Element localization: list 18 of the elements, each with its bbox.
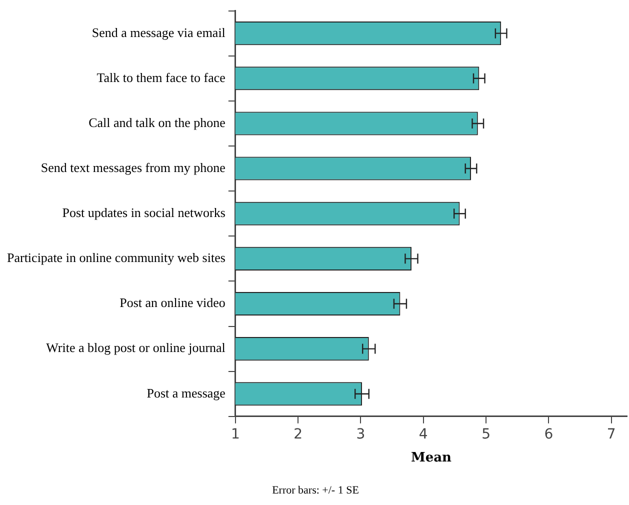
y-tick-label: Talk to them face to face bbox=[96, 70, 226, 85]
y-tick-label: Write a blog post or online journal bbox=[46, 340, 226, 356]
y-tick-label: Participate in online community web sites bbox=[6, 250, 226, 266]
y-tick-label: Call and talk on the phone bbox=[88, 114, 226, 130]
y-tick-label: Post a message bbox=[146, 385, 226, 400]
x-axis-title: Mean bbox=[410, 450, 452, 466]
x-tick-label: 6 bbox=[544, 426, 554, 442]
text: Error bars: +/- 1 SE bbox=[272, 484, 360, 496]
x-tick-label: 3 bbox=[356, 426, 366, 442]
y-tick-label: Post an online video bbox=[120, 295, 226, 310]
x-tick-label: 2 bbox=[294, 426, 303, 442]
x-tick-label: 7 bbox=[606, 426, 616, 442]
x-tick-label: 5 bbox=[482, 426, 490, 442]
y-tick-label: Send text messages from my phone bbox=[40, 160, 226, 175]
y-tick-label: Send a message via email bbox=[92, 24, 226, 40]
y-tick-label: Post updates in social networks bbox=[62, 205, 226, 220]
x-tick-label: 4 bbox=[418, 426, 428, 442]
x-tick-label: 1 bbox=[230, 426, 240, 442]
